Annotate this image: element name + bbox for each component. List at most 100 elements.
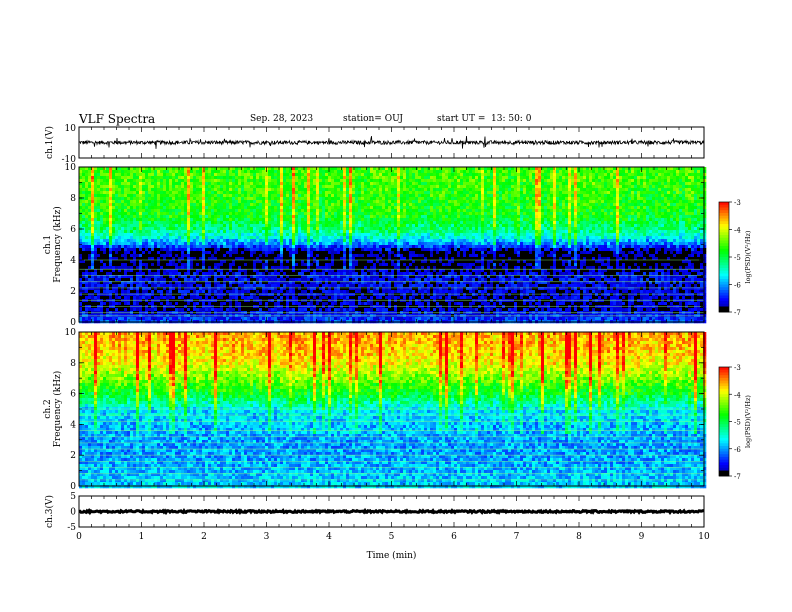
spectrogram-cell [118, 317, 122, 321]
spectrogram-cell [187, 227, 191, 231]
spectrogram-cell [304, 230, 308, 234]
spectrogram-cell [199, 248, 203, 252]
spectrogram-cell [175, 290, 179, 294]
spectrogram-cell [283, 257, 287, 261]
spectrogram-cell [148, 203, 152, 207]
spectrogram-cell [328, 281, 332, 285]
spectrogram-cell [310, 176, 314, 180]
spectrogram-cell [280, 173, 284, 177]
spectrogram-cell [85, 230, 89, 234]
spectrogram-cell [277, 302, 281, 306]
spectrogram-cell [220, 173, 224, 177]
spectrogram-cell [307, 170, 311, 174]
spectrogram-cell [235, 263, 239, 267]
spectrogram-cell [106, 290, 110, 294]
spectrogram-cell [154, 296, 158, 300]
spectrogram-cell [304, 284, 308, 288]
spectrogram-cell [262, 182, 266, 186]
spectrogram-cell [325, 224, 329, 228]
spectrogram-cell [262, 257, 266, 261]
spectrogram-cell [223, 275, 227, 279]
spectrogram-cell [265, 308, 269, 312]
spectrogram-cell [163, 275, 167, 279]
spectrogram-cell [274, 272, 278, 276]
spectrogram-cell [289, 203, 293, 207]
spectrogram-cell [277, 296, 281, 300]
spectrogram-cell [127, 281, 131, 285]
spectrogram-cell [316, 236, 320, 240]
spectrogram-cell [82, 308, 86, 312]
spectrogram-cell [187, 218, 191, 222]
spectrogram-cell [301, 212, 305, 216]
spectrogram-cell [169, 212, 173, 216]
spectrogram-cell [127, 206, 131, 210]
spectrogram-cell [100, 176, 104, 180]
spectrogram-cell [334, 224, 338, 228]
spectrogram-cell [358, 245, 362, 249]
spectrogram-cell [88, 206, 92, 210]
spectrogram-cell [85, 263, 89, 267]
spectrogram-cell [253, 197, 257, 201]
spectrogram-cell [163, 236, 167, 240]
spectrogram-cell [325, 260, 329, 264]
spectrogram-cell [211, 296, 215, 300]
spectrogram-cell [313, 188, 317, 192]
spectrogram-cell [79, 308, 83, 312]
spectrogram-cell [88, 176, 92, 180]
spectrogram-cell [244, 260, 248, 264]
spectrogram-cell [136, 257, 140, 261]
spectrogram-cell [208, 269, 212, 273]
spectrogram-cell [100, 215, 104, 219]
spectrogram-cell [184, 206, 188, 210]
spectrogram-cell [178, 173, 182, 177]
spectrogram-cell [313, 284, 317, 288]
spectrogram-cell [313, 302, 317, 306]
spectrogram-cell [220, 278, 224, 282]
spectrogram-cell [274, 242, 278, 246]
spectrogram-cell [223, 206, 227, 210]
spectrogram-cell [259, 230, 263, 234]
spectrogram-cell [238, 215, 242, 219]
spectrogram-cell [124, 221, 128, 225]
spectrogram-cell [349, 236, 353, 240]
spectrogram-cell [298, 293, 302, 297]
spectrogram-cell [82, 245, 86, 249]
spectrogram-cell [130, 281, 134, 285]
spectrogram-cell [196, 272, 200, 276]
spectrogram-cell [79, 203, 83, 207]
spectrogram-cell [289, 233, 293, 237]
spectrogram-cell [88, 248, 92, 252]
spectrogram-cell [325, 284, 329, 288]
spectrogram-cell [340, 233, 344, 237]
spectrogram-cell [94, 221, 98, 225]
spectrogram-cell [193, 290, 197, 294]
spectrogram-cell [211, 206, 215, 210]
spectrogram-cell [226, 278, 230, 282]
spectrogram-cell [199, 293, 203, 297]
spectrogram-cell [151, 284, 155, 288]
date-label: Sep. 28, 2023 [250, 114, 313, 124]
spectrogram-cell [238, 179, 242, 183]
spectrogram-cell [118, 218, 122, 222]
spectrogram-cell [91, 173, 95, 177]
spectrogram-cell [319, 200, 323, 204]
spectrogram-cell [79, 221, 83, 225]
spectrogram-cell [196, 236, 200, 240]
spectrogram-cell [178, 263, 182, 267]
spectrogram-cell [190, 194, 194, 198]
spectrogram-cell [280, 248, 284, 252]
spectrogram-cell [337, 194, 341, 198]
spectrogram-cell [241, 215, 245, 219]
spectrogram-cell [226, 230, 230, 234]
spectrogram-cell [214, 296, 218, 300]
spectrogram-cell [343, 200, 347, 204]
spectrogram-cell [271, 257, 275, 261]
spectrogram-cell [148, 179, 152, 183]
spectrogram-cell [175, 302, 179, 306]
spectrogram-cell [139, 293, 143, 297]
spectrogram-cell [241, 239, 245, 243]
spectrogram-cell [355, 224, 359, 228]
spectrogram-cell [238, 287, 242, 291]
spectrogram-cell [94, 284, 98, 288]
spectrogram-cell [310, 200, 314, 204]
